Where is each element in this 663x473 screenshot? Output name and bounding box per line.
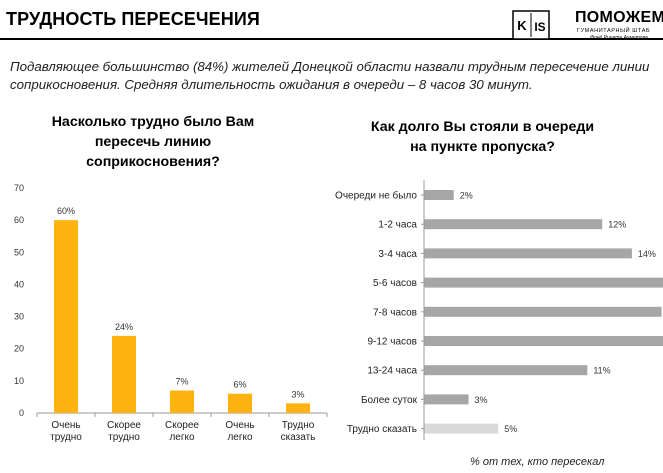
bar [424, 190, 454, 200]
category-label: Скорее [165, 420, 199, 431]
data-label: 3% [291, 389, 304, 399]
y-tick-label: 70 [14, 183, 24, 193]
data-label: 60% [57, 206, 75, 216]
bar [424, 248, 632, 259]
category-label: Более суток [361, 395, 418, 406]
svg-text:IS: IS [534, 20, 545, 34]
left-chart-title-line: соприкосновения? [86, 154, 220, 170]
category-label: 7-8 часов [373, 307, 417, 318]
category-label: 3-4 часа [378, 249, 417, 260]
bar [228, 393, 252, 413]
category-label: легко [227, 432, 253, 443]
page-title: ТРУДНОСТЬ ПЕРЕСЕЧЕНИЯ [6, 9, 260, 29]
title-divider [0, 38, 663, 40]
bar [424, 365, 588, 376]
category-label: Очень [225, 420, 254, 431]
y-tick-label: 10 [14, 376, 24, 386]
bar [424, 394, 469, 405]
data-label: 6% [233, 380, 246, 390]
bar [170, 390, 194, 413]
right-chart-title-line: Как долго Вы стояли в очереди [370, 119, 595, 135]
data-label: 11% [593, 366, 610, 376]
intro-text: Подавляющее большинство (84%) жителей До… [10, 59, 650, 92]
bar [424, 306, 662, 317]
category-label: 5-6 часов [373, 278, 417, 289]
pomozhem-logo: ПОМОЖЕМ [575, 9, 663, 26]
y-tick-label: 40 [14, 279, 24, 289]
category-label: 9-12 часов [367, 337, 417, 348]
y-tick-label: 0 [19, 408, 24, 418]
svg-text:K: K [517, 18, 527, 33]
right-chart-title: Как долго Вы стояли в очереди на пункте … [350, 117, 615, 157]
category-label: Трудно [282, 420, 315, 431]
bar [54, 220, 78, 413]
kiis-logo: K IS [512, 10, 550, 40]
y-tick-label: 30 [14, 312, 24, 322]
logo-subtitle: ГУМАНИТАРНЫЙ ШТАБ [577, 28, 651, 34]
logo-foundation: Фонд Рината Ахметова [590, 35, 648, 41]
category-label: трудно [108, 432, 140, 443]
category-label: легко [169, 432, 195, 443]
right-chart-title-line: на пункте пропуска? [410, 139, 555, 155]
bar [424, 277, 663, 288]
bar [424, 423, 499, 434]
data-label: 2% [460, 191, 473, 201]
data-label: 3% [475, 395, 488, 405]
data-label: 12% [608, 220, 626, 230]
category-label: Трудно сказать [347, 424, 417, 435]
category-label: сказать [281, 432, 316, 443]
data-label: 24% [115, 322, 133, 332]
data-label: 14% [638, 249, 656, 259]
y-tick-label: 60 [14, 215, 24, 225]
bar [424, 219, 603, 230]
left-chart-title-line: Насколько трудно было Вам [51, 114, 255, 130]
queue-time-bar-chart: Очереди не было 2% 1-2 часа 12% 3-4 часа 14% 5… [335, 180, 663, 440]
left-chart-title: Насколько трудно было Вам пересечь линию… [38, 112, 268, 172]
bar [424, 336, 663, 346]
data-label: 7% [175, 377, 188, 387]
bar [286, 403, 310, 413]
bar [112, 335, 136, 413]
footnote: % от тех, кто пересекал [470, 456, 605, 468]
category-label: Скорее [107, 420, 141, 431]
category-label: Очень [51, 420, 80, 431]
category-label: Очереди не было [335, 190, 417, 202]
difficulty-bar-chart: 01020304050607060%Оченьтрудно24%Скореетр… [14, 183, 328, 443]
y-tick-label: 50 [14, 247, 24, 257]
y-tick-label: 20 [14, 344, 24, 354]
left-chart-title-line: пересечь линию [94, 134, 212, 150]
data-label: 5% [504, 424, 517, 434]
category-label: трудно [50, 432, 82, 443]
category-label: 13-24 часа [367, 366, 417, 377]
category-label: 1-2 часа [378, 220, 417, 231]
